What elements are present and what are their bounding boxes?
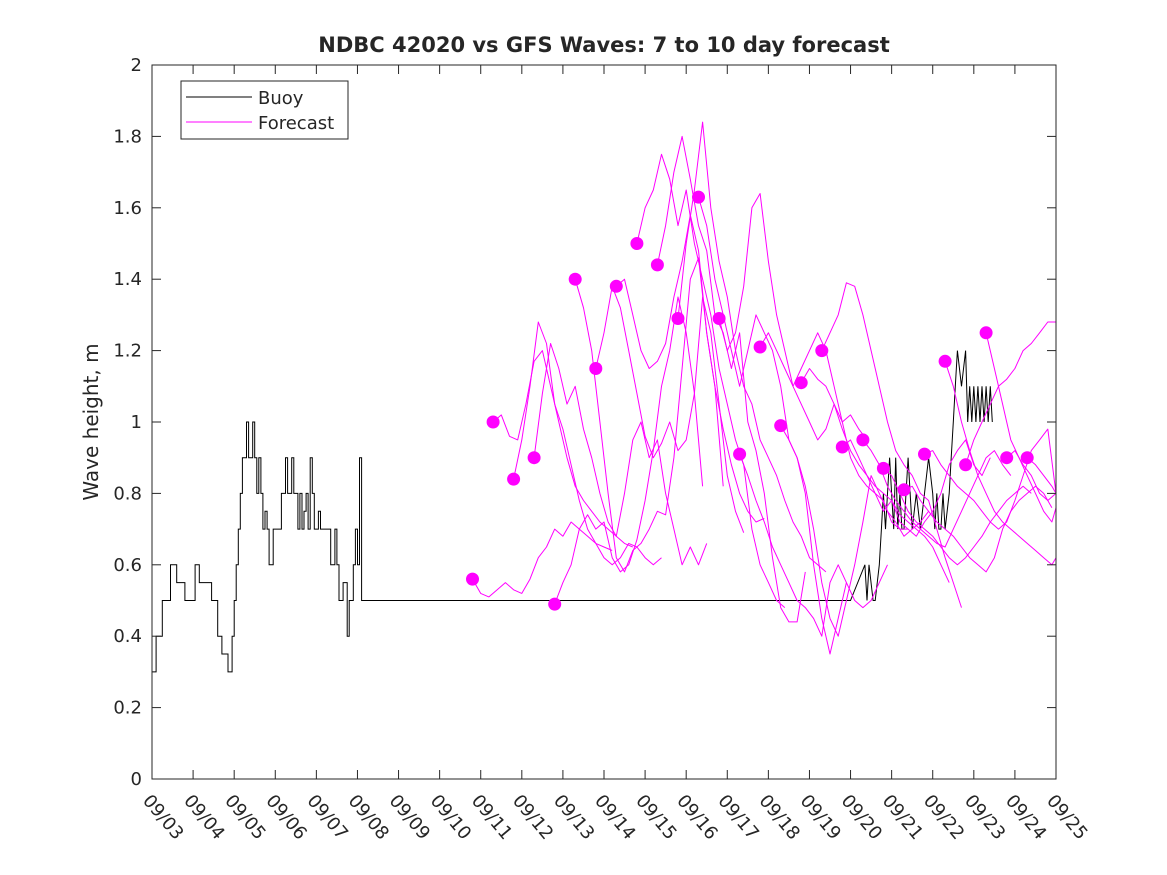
forecast-series-line — [800, 368, 950, 583]
forecast-series-line — [574, 257, 724, 573]
y-tick-label: 0.8 — [113, 483, 142, 504]
forecast-start-marker — [589, 362, 603, 375]
y-tick-label: 1.2 — [113, 341, 142, 362]
y-tick-label: 1.8 — [113, 126, 142, 147]
forecast-marker-layer — [466, 190, 1034, 611]
forecast-start-marker — [897, 483, 911, 497]
y-tick-label: 0.6 — [113, 555, 142, 576]
forecast-series-line — [595, 285, 745, 533]
forecast-series-line — [677, 121, 827, 573]
forecast-series-line — [883, 468, 1032, 566]
axes-box — [151, 64, 1057, 780]
y-tick-label: 1 — [131, 412, 142, 433]
buoy-series-line — [152, 350, 993, 673]
forecast-start-marker — [753, 340, 767, 354]
forecast-series-line — [862, 439, 1012, 548]
legend-box — [180, 80, 349, 140]
plot-area — [152, 65, 1056, 779]
forecast-start-marker — [979, 326, 993, 340]
forecast-series-line — [759, 332, 909, 530]
forecast-series-line — [1006, 450, 1057, 501]
y-tick-label: 1.4 — [113, 269, 142, 290]
forecast-series-line — [965, 321, 1056, 465]
forecast-series-line — [656, 135, 806, 623]
forecast-series-line — [636, 153, 786, 608]
forecast-start-marker — [959, 458, 973, 472]
forecast-series-line — [944, 361, 1057, 566]
forecast-start-marker — [1020, 451, 1034, 465]
forecast-series-line — [821, 282, 962, 608]
forecast-start-marker — [876, 461, 890, 475]
forecast-series-line — [739, 453, 888, 637]
forecast-start-marker — [630, 237, 644, 250]
forecast-start-marker — [1000, 451, 1014, 465]
forecast-start-marker — [733, 447, 747, 461]
forecast-start-marker — [918, 447, 931, 461]
forecast-start-marker — [835, 440, 849, 454]
forecast-start-marker — [938, 354, 952, 368]
forecast-start-marker — [548, 597, 562, 611]
forecast-series-line — [1026, 457, 1057, 494]
legend: Buoy Forecast — [180, 80, 349, 140]
forecast-start-marker — [794, 376, 808, 390]
y-tick-label: 0.4 — [113, 626, 142, 647]
series-layer — [152, 350, 993, 673]
legend-buoy-label: Buoy — [258, 88, 304, 109]
forecast-series-line — [492, 350, 633, 548]
y-tick-label: 2 — [131, 55, 142, 76]
forecast-series-line — [554, 296, 704, 605]
forecast-start-marker — [774, 419, 788, 433]
y-tick-label: 0 — [131, 769, 142, 790]
forecast-start-marker — [671, 312, 685, 325]
forecast-series-line — [841, 439, 991, 537]
chart-title: NDBC 42020 vs GFS Waves: 7 to 10 day for… — [318, 33, 889, 57]
y-axis-label: Wave height, m — [79, 343, 103, 500]
forecast-series-line — [533, 343, 708, 566]
forecast-start-marker — [527, 451, 541, 465]
forecast-layer — [472, 121, 1057, 655]
forecast-series-line — [985, 332, 1057, 523]
legend-forecast-label: Forecast — [258, 113, 334, 134]
forecast-series-line — [903, 485, 1053, 573]
forecast-start-marker — [466, 572, 479, 586]
forecast-series-line — [780, 425, 929, 637]
forecast-start-marker — [486, 415, 500, 429]
forecast-series-line — [472, 521, 613, 598]
forecast-start-marker — [609, 279, 623, 293]
forecast-start-marker — [712, 312, 726, 325]
forecast-start-marker — [507, 472, 521, 486]
forecast-start-marker — [568, 272, 582, 286]
forecast-start-marker — [650, 258, 664, 272]
forecast-start-marker — [815, 344, 829, 358]
forecast-start-marker — [856, 433, 870, 447]
forecast-series-line — [924, 428, 1057, 530]
y-tick-label: 1.6 — [113, 198, 142, 219]
forecast-start-marker — [692, 190, 705, 204]
y-tick-label: 0.2 — [113, 698, 142, 719]
